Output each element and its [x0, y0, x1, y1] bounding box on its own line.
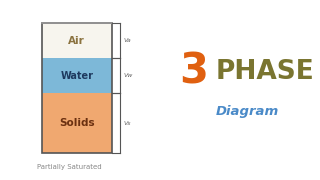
Text: Va: Va	[123, 38, 131, 43]
Text: Water: Water	[60, 71, 93, 81]
Text: 3: 3	[179, 51, 208, 93]
Text: Partially Saturated: Partially Saturated	[37, 164, 101, 170]
Text: Vw: Vw	[123, 73, 132, 78]
Bar	[42, 93, 112, 153]
Bar	[42, 58, 112, 93]
Text: Vs: Vs	[123, 121, 131, 126]
Bar	[42, 23, 112, 153]
Text: PHASE: PHASE	[216, 59, 315, 85]
Text: Diagram: Diagram	[216, 105, 279, 118]
Text: Solids: Solids	[59, 118, 95, 128]
Bar	[42, 23, 112, 58]
Text: Air: Air	[68, 36, 85, 46]
